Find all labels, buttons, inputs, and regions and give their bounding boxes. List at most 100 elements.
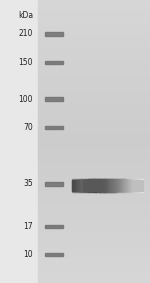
Bar — [38, 132, 150, 137]
Bar — [104, 179, 105, 192]
Bar — [85, 180, 86, 191]
Text: 100: 100 — [18, 95, 33, 104]
Bar — [38, 118, 150, 123]
Bar — [91, 179, 92, 191]
Bar — [109, 179, 110, 192]
Bar — [92, 179, 93, 191]
Bar — [45, 32, 63, 36]
Bar — [120, 179, 121, 191]
Bar — [116, 179, 117, 192]
Bar — [123, 179, 124, 191]
Bar — [76, 180, 77, 191]
Bar — [96, 179, 97, 191]
Bar — [110, 179, 112, 192]
Bar — [111, 179, 112, 192]
Bar — [38, 175, 150, 179]
Bar — [38, 0, 150, 5]
Bar — [130, 180, 131, 191]
Bar — [83, 180, 84, 191]
Bar — [116, 179, 117, 192]
Bar — [140, 180, 141, 191]
Bar — [38, 269, 150, 274]
Bar — [73, 180, 74, 191]
Bar — [38, 113, 150, 118]
Bar — [126, 179, 129, 192]
Bar — [38, 5, 150, 9]
Bar — [122, 179, 123, 191]
Bar — [114, 179, 117, 192]
Bar — [109, 179, 110, 192]
Bar — [45, 61, 63, 64]
Bar — [38, 151, 150, 156]
Bar — [86, 180, 87, 191]
Bar — [98, 179, 100, 192]
Bar — [113, 179, 114, 192]
Bar — [38, 61, 150, 66]
Bar — [38, 165, 150, 170]
Bar — [82, 180, 83, 191]
Text: 35: 35 — [23, 179, 33, 188]
Bar — [38, 146, 150, 151]
Bar — [38, 19, 150, 23]
Bar — [97, 179, 98, 192]
Bar — [98, 179, 99, 192]
Bar — [78, 180, 79, 191]
Bar — [38, 245, 150, 250]
Bar — [38, 170, 150, 175]
Bar — [73, 180, 74, 191]
Bar — [107, 179, 108, 192]
Bar — [38, 250, 150, 255]
Bar — [38, 57, 150, 61]
Bar — [72, 180, 73, 191]
Bar — [38, 160, 150, 165]
Bar — [115, 179, 116, 192]
Bar — [87, 179, 88, 191]
Bar — [38, 207, 150, 212]
Bar — [0, 0, 38, 283]
Bar — [138, 179, 140, 192]
Bar — [91, 179, 93, 192]
Bar — [130, 180, 131, 191]
Bar — [80, 180, 81, 191]
Bar — [38, 85, 150, 90]
Bar — [118, 179, 119, 191]
Bar — [81, 179, 84, 192]
Bar — [79, 179, 82, 192]
Bar — [89, 179, 90, 191]
Bar — [38, 47, 150, 52]
Bar — [126, 179, 127, 191]
Bar — [86, 179, 89, 192]
Bar — [94, 179, 95, 191]
Bar — [117, 179, 119, 192]
Bar — [38, 241, 150, 245]
Bar — [131, 180, 132, 191]
Bar — [114, 179, 115, 192]
Bar — [38, 222, 150, 226]
Bar — [79, 180, 80, 191]
Bar — [108, 179, 109, 192]
Bar — [38, 189, 150, 193]
Bar — [107, 179, 110, 192]
Bar — [45, 126, 63, 129]
Bar — [102, 179, 103, 192]
Bar — [138, 180, 139, 191]
Bar — [45, 182, 63, 186]
Bar — [103, 179, 104, 192]
Bar — [105, 179, 106, 192]
Bar — [38, 52, 150, 57]
Bar — [84, 180, 85, 191]
Bar — [38, 255, 150, 260]
Bar — [38, 203, 150, 207]
Text: 10: 10 — [23, 250, 33, 259]
Bar — [100, 179, 101, 192]
Bar — [103, 179, 105, 192]
Bar — [121, 179, 124, 192]
Bar — [38, 80, 150, 85]
Bar — [38, 76, 150, 80]
Bar — [141, 180, 142, 191]
Bar — [38, 71, 150, 76]
Bar — [38, 193, 150, 198]
Bar — [88, 179, 91, 192]
Bar — [117, 179, 118, 192]
Bar — [38, 212, 150, 217]
